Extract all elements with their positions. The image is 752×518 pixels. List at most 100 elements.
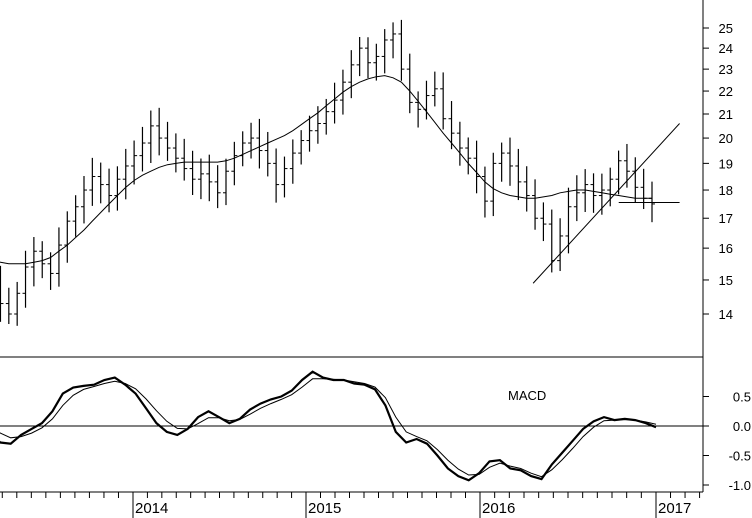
price-tick-label: 14 — [719, 307, 733, 322]
price-tick-label: 24 — [719, 41, 733, 56]
price-bar — [481, 166, 488, 218]
macd-tick-label: 0.5 — [733, 390, 751, 405]
price-tick-label: 22 — [719, 84, 733, 99]
price-bar — [490, 152, 497, 217]
price-bar — [89, 157, 96, 206]
price-bar — [147, 110, 154, 164]
price-bar — [582, 169, 589, 213]
price-tick-label: 19 — [719, 156, 733, 171]
price-bar — [281, 156, 288, 198]
price-bar — [515, 148, 522, 201]
price-bar — [131, 140, 138, 185]
price-tick-label: 20 — [719, 131, 733, 146]
price-bar — [5, 287, 12, 325]
price-bar — [473, 140, 480, 194]
price-bar — [448, 101, 455, 150]
moving-average-line — [0, 75, 652, 265]
price-tick-label: 23 — [719, 62, 733, 77]
price-bar — [106, 168, 113, 213]
price-bar — [557, 218, 564, 272]
price-bar — [273, 148, 280, 203]
price-bar — [181, 138, 188, 181]
price-bar — [197, 158, 204, 200]
price-bar — [289, 139, 296, 184]
price-bar — [172, 133, 179, 173]
price-bar — [314, 106, 321, 144]
price-bar — [39, 241, 46, 279]
macd-lines — [0, 370, 657, 482]
time-axis-ticks: 2014 2015 2016 2017 — [1, 492, 701, 518]
price-bar — [122, 148, 129, 200]
price-bar — [532, 179, 539, 230]
price-bar — [47, 252, 54, 290]
price-bar — [222, 158, 229, 206]
macd-tick-label: -1.0 — [729, 478, 751, 493]
price-bars — [0, 19, 655, 326]
price-bar — [348, 50, 355, 99]
price-axis-ticks: 14 15 16 17 18 19 20 21 22 23 24 25 — [703, 21, 733, 322]
price-bar — [506, 137, 513, 186]
macd-annotation: MACD — [508, 388, 546, 403]
price-bar — [632, 157, 639, 203]
price-bar — [456, 121, 463, 166]
price-bar — [164, 121, 171, 161]
price-bar — [406, 53, 413, 114]
price-bar — [356, 36, 363, 77]
price-tick-label: 21 — [719, 107, 733, 122]
price-bar — [390, 22, 397, 59]
time-axis: 2014 2015 2016 2017 — [0, 491, 703, 518]
price-bar — [323, 98, 330, 135]
macd-panel: 0.5 0.0 -0.5 -1.0 MACD — [0, 357, 751, 493]
price-tick-label: 17 — [719, 211, 733, 226]
price-tick-label: 18 — [719, 183, 733, 198]
price-bar — [306, 115, 313, 152]
price-bar — [415, 91, 422, 128]
price-bar — [248, 122, 255, 159]
price-bar — [156, 107, 163, 156]
price-bar — [440, 72, 447, 130]
price-bar — [72, 195, 79, 237]
price-bar — [431, 71, 438, 107]
price-bar — [114, 166, 121, 211]
macd-tick-label: -0.5 — [729, 449, 751, 464]
price-bar — [649, 181, 655, 223]
price-bar — [615, 150, 622, 195]
price-bar — [364, 37, 371, 79]
price-bar — [264, 131, 271, 177]
year-label: 2014 — [135, 500, 168, 517]
price-bar — [465, 137, 472, 175]
macd-tick-label: 0.0 — [733, 419, 751, 434]
price-bar — [590, 173, 597, 213]
price-bar — [64, 211, 71, 263]
price-bar — [298, 130, 305, 165]
price-bar — [540, 202, 547, 242]
price-bar — [97, 162, 104, 204]
price-tick-label: 25 — [719, 21, 733, 36]
price-bar — [607, 167, 614, 207]
price-bar — [381, 29, 388, 74]
price-bar — [256, 118, 263, 169]
year-label: 2015 — [308, 500, 341, 517]
macd-signal-line — [0, 378, 657, 478]
price-bar — [331, 82, 338, 124]
year-label: 2017 — [658, 500, 691, 517]
price-bar — [22, 250, 29, 308]
year-label: 2016 — [482, 500, 515, 517]
price-bar — [523, 166, 530, 212]
price-bar — [0, 265, 4, 322]
price-bar — [239, 131, 246, 167]
price-bar — [214, 165, 221, 209]
price-bar — [565, 187, 572, 254]
price-bar — [398, 19, 405, 81]
price-bar — [55, 227, 62, 287]
macd-axis-ticks: 0.5 0.0 -0.5 -1.0 — [703, 390, 751, 493]
price-bar — [139, 126, 146, 172]
price-panel: 14 15 16 17 18 19 20 21 22 23 24 25 — [0, 0, 733, 357]
trend-lines — [532, 123, 680, 284]
price-bar — [373, 43, 380, 81]
price-bar — [189, 150, 196, 195]
price-bar — [14, 281, 21, 326]
price-bar — [573, 175, 580, 222]
price-bar — [231, 141, 238, 186]
